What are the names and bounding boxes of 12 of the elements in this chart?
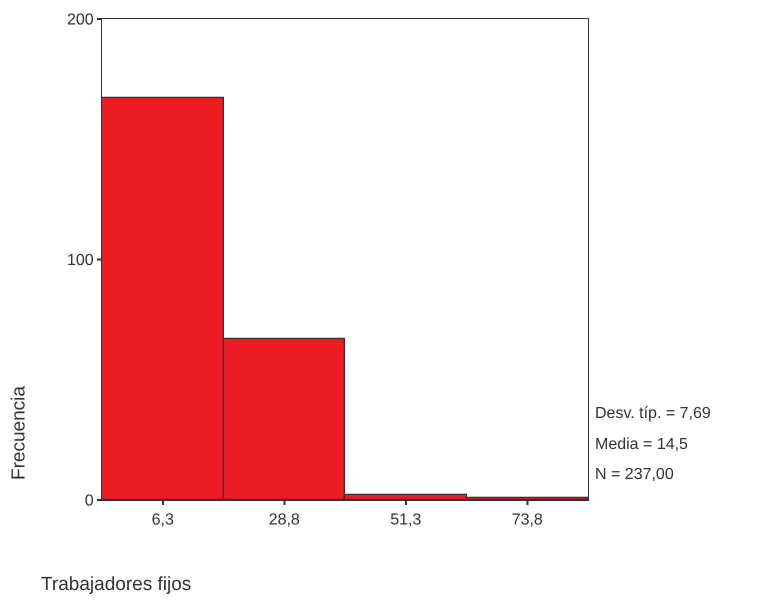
x-axis-title: Trabajadores fijos — [41, 574, 192, 595]
x-tick-label: 6,3 — [152, 511, 174, 528]
text: Desv. típ. = 7,69 — [595, 405, 711, 422]
x-tick-label: 73,8 — [512, 511, 543, 528]
x-tick-label: 28,8 — [268, 511, 300, 528]
y-tick-label: 200 — [66, 12, 94, 29]
y-tick-label: 100 — [66, 252, 94, 270]
text: N = 237,00 — [595, 466, 674, 483]
x-tick-label: 51,3 — [390, 511, 422, 528]
y-axis-title: Frecuencia — [8, 386, 30, 480]
text: Media = 14,5 — [595, 436, 688, 453]
y-tick-label: 0 — [84, 492, 94, 510]
